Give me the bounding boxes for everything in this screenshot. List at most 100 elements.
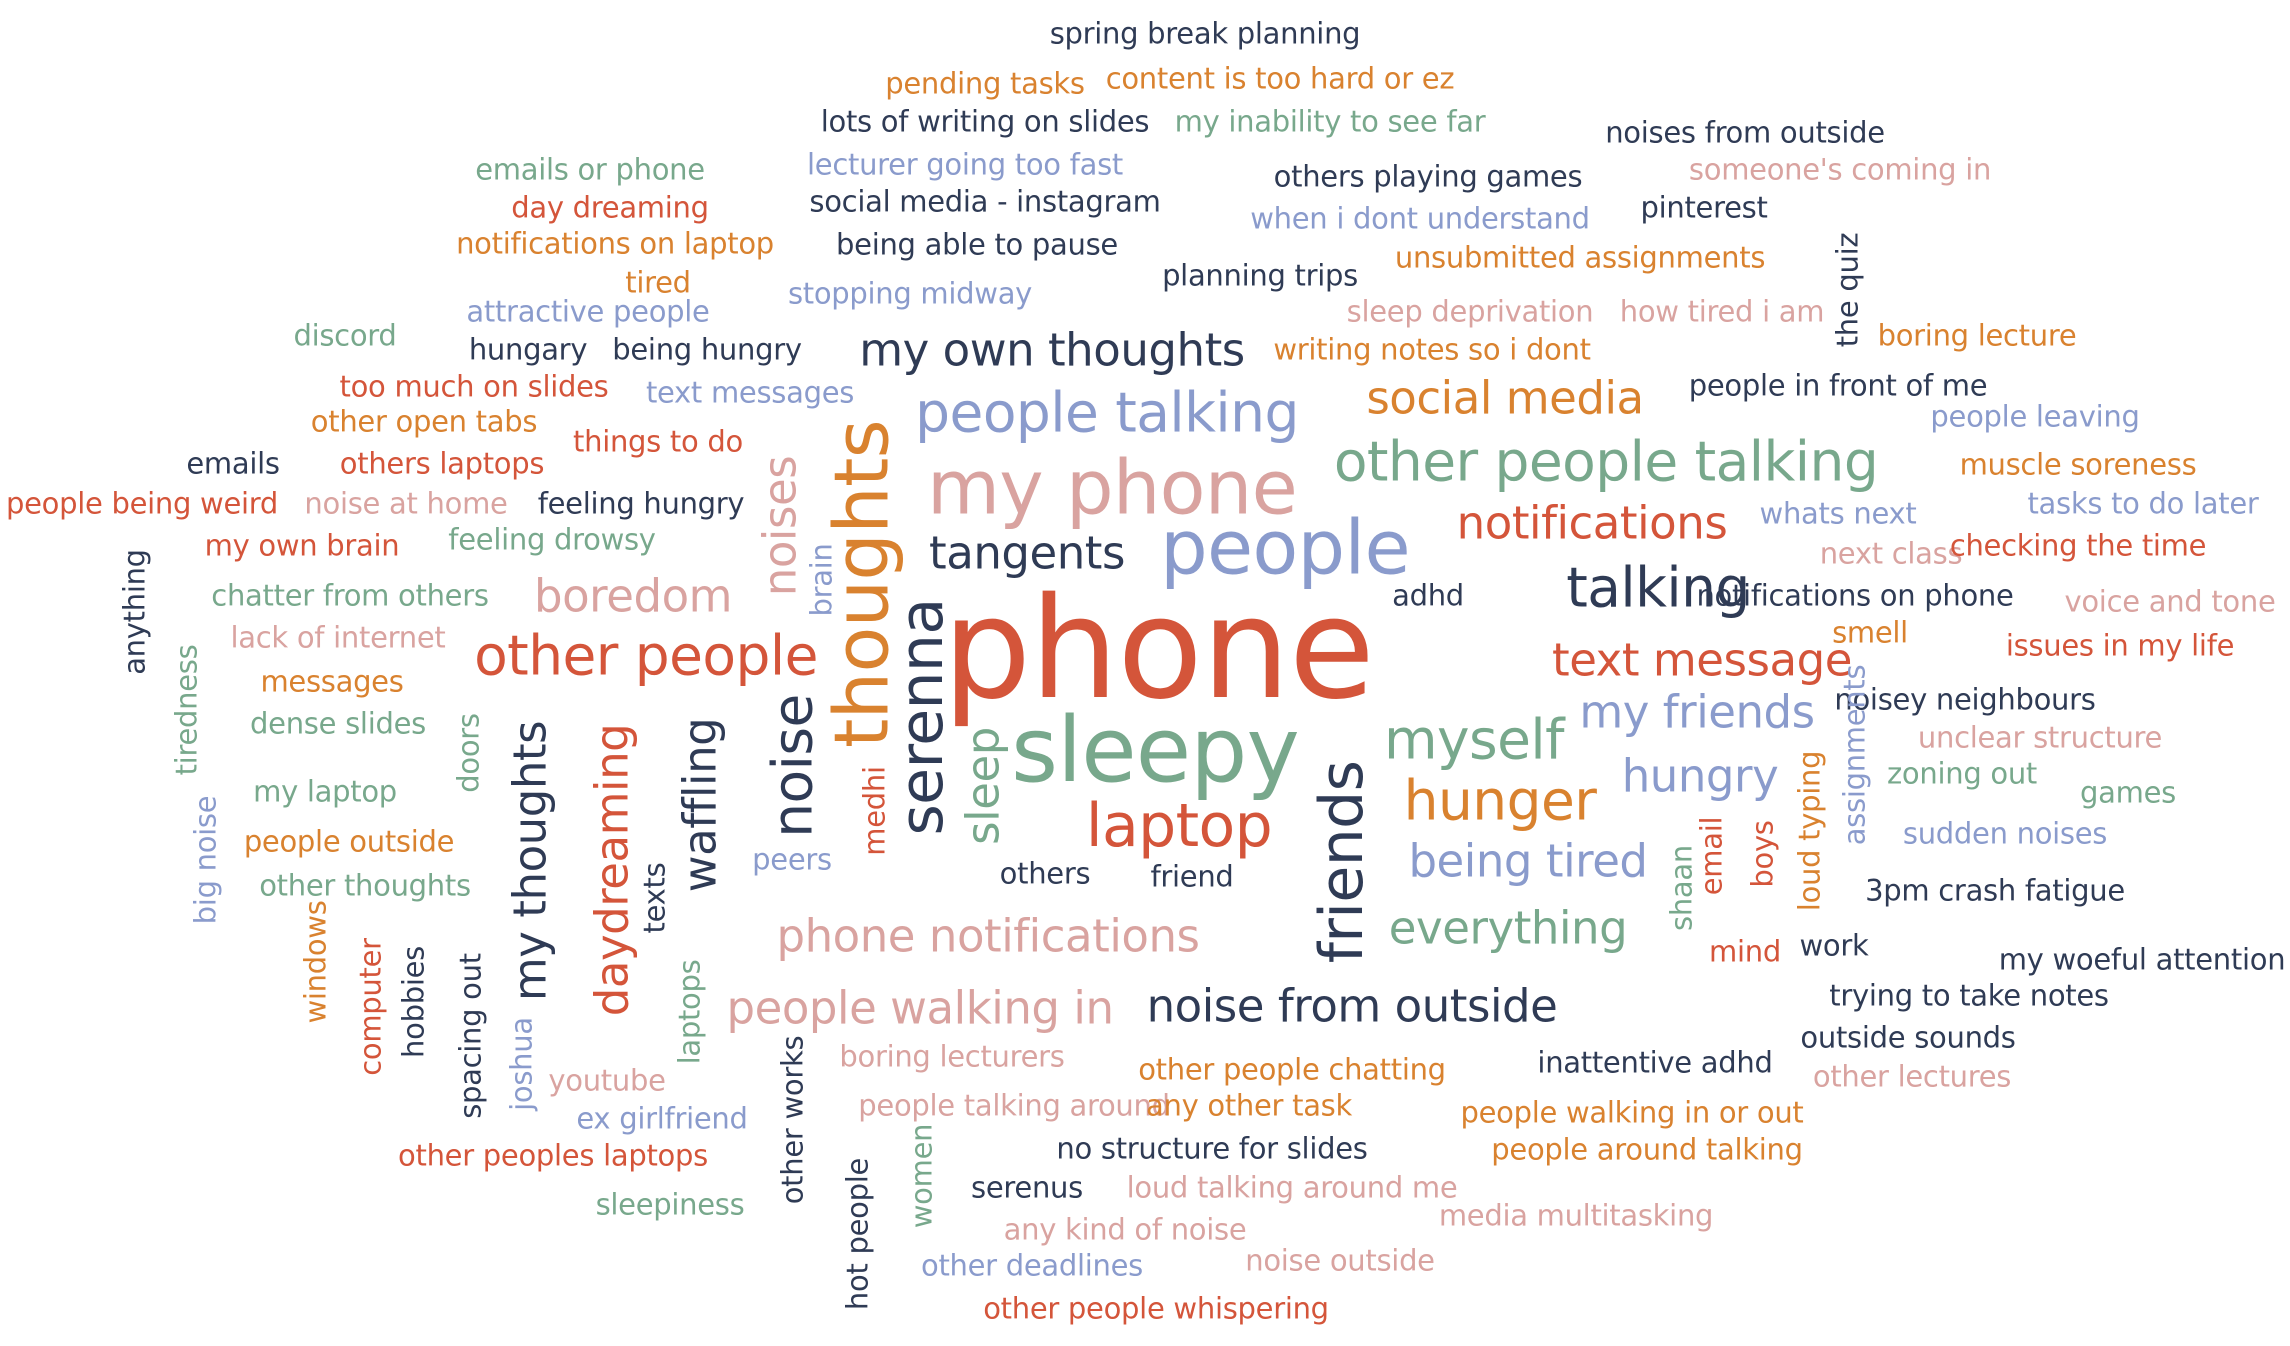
cloud-word: spring break planning	[1049, 16, 1361, 51]
cloud-word: noisey neighbours	[1834, 682, 2096, 717]
cloud-word: feeling hungry	[537, 486, 745, 521]
cloud-word: waffling	[673, 717, 727, 893]
cloud-word: writing notes so i dont	[1273, 332, 1591, 367]
cloud-word: friends	[1307, 760, 1377, 964]
cloud-word: unclear structure	[1917, 720, 2163, 755]
cloud-word: discord	[293, 318, 397, 353]
cloud-word: loud typing	[1792, 750, 1827, 912]
cloud-word: other people whispering	[983, 1291, 1329, 1326]
cloud-word: when i dont understand	[1250, 201, 1590, 236]
cloud-word: my friends	[1579, 685, 1815, 739]
cloud-word: people being weird	[5, 486, 279, 521]
cloud-word: others laptops	[339, 446, 545, 481]
cloud-word: tired	[625, 265, 691, 300]
cloud-word: big noise	[188, 795, 223, 925]
cloud-word: anything	[117, 549, 152, 675]
cloud-word: lecturer going too fast	[807, 147, 1123, 182]
cloud-word: serenus	[971, 1170, 1083, 1205]
cloud-word: too much on slides	[339, 369, 609, 404]
cloud-word: spacing out	[453, 953, 488, 1119]
cloud-word: hunger	[1403, 768, 1597, 833]
cloud-word: hungary	[468, 332, 588, 367]
cloud-word: 3pm crash fatigue	[1865, 873, 2125, 908]
cloud-word: zoning out	[1886, 756, 2038, 791]
cloud-word: dense slides	[250, 706, 426, 741]
cloud-word: noise	[760, 694, 825, 838]
cloud-word: myself	[1384, 707, 1565, 772]
cloud-word: boredom	[533, 569, 733, 623]
cloud-word: computer	[353, 938, 388, 1076]
cloud-word: boring lecturers	[839, 1039, 1065, 1074]
cloud-word: work	[1799, 928, 1869, 963]
cloud-word: sleep deprivation	[1346, 294, 1594, 329]
cloud-word: people walking in	[726, 981, 1114, 1035]
cloud-word: phone notifications	[776, 909, 1200, 963]
cloud-word: notifications on laptop	[456, 226, 774, 261]
cloud-word: notifications on phone	[1696, 578, 2014, 613]
cloud-word: talking	[1566, 555, 1750, 620]
cloud-word: whats next	[1759, 496, 1917, 531]
cloud-word: other works	[775, 1035, 810, 1205]
cloud-word: friend	[1150, 859, 1234, 894]
cloud-word: tangents	[929, 526, 1125, 580]
cloud-word: my phone	[927, 443, 1298, 532]
cloud-word: assignments	[1837, 664, 1872, 846]
cloud-word: other open tabs	[310, 404, 538, 439]
cloud-word: people around talking	[1491, 1132, 1803, 1167]
cloud-word: people in front of me	[1688, 368, 1988, 403]
cloud-word: things to do	[573, 424, 743, 459]
cloud-word: text message	[1552, 633, 1852, 687]
cloud-word: unsubmitted assignments	[1394, 240, 1766, 275]
cloud-word: content is too hard or ez	[1105, 61, 1455, 96]
cloud-word: shaan	[1664, 845, 1699, 931]
cloud-word: youtube	[548, 1063, 666, 1098]
cloud-word: my own thoughts	[859, 323, 1245, 377]
cloud-word: people leaving	[1930, 399, 2140, 434]
cloud-word: hungry	[1621, 749, 1779, 803]
cloud-word: the quiz	[1830, 232, 1865, 348]
cloud-word: muscle soreness	[1959, 447, 2197, 482]
cloud-word: someone's coming in	[1688, 152, 1992, 187]
cloud-word: stopping midway	[787, 276, 1033, 311]
cloud-word: others playing games	[1273, 159, 1583, 194]
cloud-word: my woeful attention	[1998, 942, 2286, 977]
cloud-word: emails	[186, 446, 280, 481]
cloud-word: smell	[1832, 615, 1908, 650]
cloud-word: checking the time	[1949, 528, 2207, 563]
cloud-word: noises	[753, 455, 807, 597]
cloud-word: my inability to see far	[1174, 104, 1486, 139]
cloud-word: medhi	[857, 766, 892, 856]
cloud-word: noises from outside	[1605, 115, 1885, 150]
cloud-word: media multitasking	[1438, 1198, 1714, 1233]
cloud-word: hot people	[840, 1157, 875, 1311]
cloud-word: planning trips	[1162, 258, 1358, 293]
cloud-word: games	[2080, 775, 2176, 810]
cloud-word: chatter from others	[211, 578, 489, 613]
cloud-word: people outside	[243, 824, 455, 859]
cloud-word: daydreaming	[585, 723, 639, 1017]
cloud-word: sleepiness	[595, 1187, 745, 1222]
cloud-word: day dreaming	[511, 190, 709, 225]
cloud-word: loud talking around me	[1126, 1170, 1458, 1205]
cloud-word: laptop	[1085, 791, 1273, 861]
cloud-word: other people talking	[1333, 429, 1879, 494]
cloud-word: people talking	[915, 380, 1299, 445]
cloud-word: email	[1694, 816, 1729, 896]
cloud-word: being hungry	[612, 332, 802, 367]
cloud-word: other people chatting	[1138, 1052, 1446, 1087]
cloud-word: how tired i am	[1619, 294, 1825, 329]
cloud-word: boys	[1745, 820, 1780, 888]
cloud-word: messages	[260, 664, 404, 699]
cloud-word: other deadlines	[920, 1248, 1144, 1283]
cloud-word: notifications	[1456, 496, 1728, 550]
cloud-word: other peoples laptops	[398, 1138, 708, 1173]
cloud-word: lack of internet	[230, 620, 446, 655]
cloud-word: pending tasks	[885, 66, 1085, 101]
cloud-word: mind	[1709, 934, 1781, 969]
cloud-word: other people	[474, 623, 818, 688]
cloud-word: noise from outside	[1146, 979, 1558, 1033]
cloud-word: lots of writing on slides	[820, 104, 1150, 139]
cloud-word: any other task	[1146, 1088, 1352, 1123]
cloud-word: doors	[451, 713, 486, 793]
